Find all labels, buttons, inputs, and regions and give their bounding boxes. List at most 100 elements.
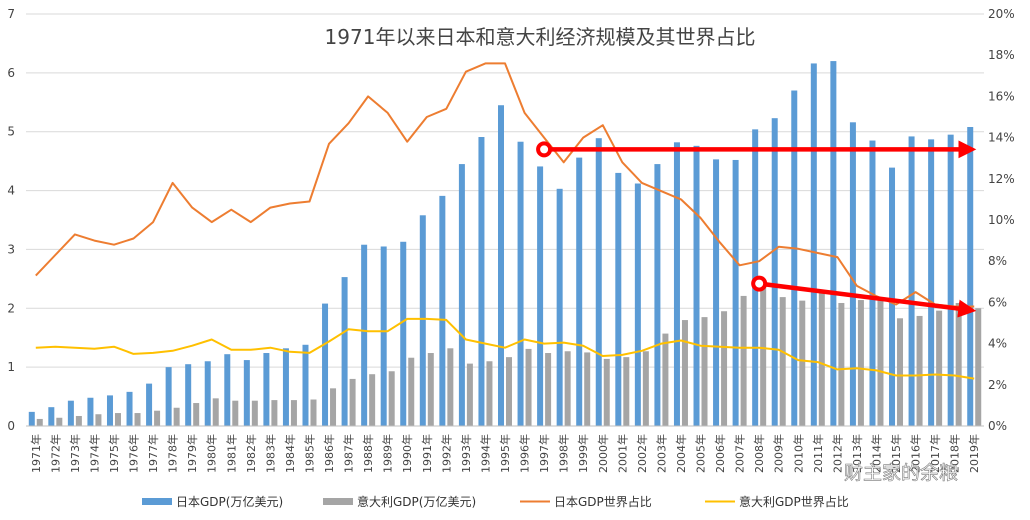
bar <box>271 400 278 426</box>
bar <box>263 353 270 426</box>
y-right-tick-label: 16% <box>988 89 1015 103</box>
bar <box>713 159 720 426</box>
bar <box>341 277 348 426</box>
bar <box>595 138 602 426</box>
bar <box>28 411 35 426</box>
x-tick-label: 1979年 <box>185 434 199 473</box>
x-tick-label: 2017年 <box>928 434 942 473</box>
x-tick-label: 2016年 <box>909 434 923 473</box>
bar <box>654 164 661 427</box>
chart-title: 1971年以来日本和意大利经济规模及其世界占比 <box>325 25 756 49</box>
x-tick-label: 1981年 <box>224 434 238 473</box>
y-left-tick-label: 0 <box>7 419 15 433</box>
x-tick-label: 2014年 <box>869 434 883 473</box>
bar <box>838 302 845 426</box>
x-tick-label: 1978年 <box>166 434 180 473</box>
x-tick-label: 1995年 <box>498 434 512 473</box>
bar <box>584 352 591 426</box>
y-right-tick-label: 6% <box>988 295 1007 309</box>
x-tick-label: 1987年 <box>342 434 356 473</box>
bar <box>36 418 43 426</box>
bar <box>486 361 493 426</box>
y-right-tick-label: 8% <box>988 254 1007 268</box>
bar <box>349 378 356 426</box>
bar <box>779 297 786 426</box>
bar <box>361 244 368 426</box>
series-line <box>35 62 975 308</box>
legend: 日本GDP(万亿美元) 意大利GDP(万亿美元) 日本GDP世界占比 意大利GDP世界… <box>142 494 849 509</box>
bar <box>400 241 407 426</box>
x-tick-label: 1971年 <box>29 434 43 473</box>
bar <box>369 374 376 426</box>
bar <box>615 172 622 426</box>
bar <box>302 344 309 426</box>
x-tick-label: 2010年 <box>791 434 805 473</box>
bar <box>95 414 102 426</box>
bar <box>810 63 817 426</box>
x-tick-label: 2001年 <box>615 434 629 473</box>
x-tick-label: 1982年 <box>244 434 258 473</box>
bar <box>87 397 94 426</box>
x-tick-label: 1975年 <box>107 434 121 473</box>
bar <box>154 410 161 426</box>
bar <box>282 348 289 426</box>
bar <box>506 357 512 426</box>
legend-swatch <box>323 498 353 505</box>
x-tick-label: 1998年 <box>557 434 571 473</box>
bar <box>173 407 180 426</box>
legend-label: 日本GDP世界占比 <box>554 494 652 509</box>
x-tick-label: 1977年 <box>146 434 160 473</box>
x-tick-label: 1990年 <box>400 434 414 473</box>
bar <box>556 188 563 426</box>
bar <box>740 295 747 426</box>
bar <box>498 105 504 426</box>
x-tick-label: 2003年 <box>654 434 668 473</box>
x-axis: 1971年 1972年 1973年 1974年 1975年 1976年 1977年 1978年… <box>26 425 984 473</box>
x-tick-label: 2006年 <box>713 434 727 473</box>
bar <box>165 367 172 426</box>
bar <box>537 166 544 426</box>
x-tick-label: 2013年 <box>850 434 864 473</box>
bar <box>857 300 864 426</box>
bar <box>869 140 876 427</box>
x-tick-label: 1972年 <box>48 434 62 473</box>
x-tick-label: 1985年 <box>302 434 316 473</box>
y-right-tick-label: 2% <box>988 378 1007 392</box>
bar <box>791 90 798 426</box>
x-tick-label: 1992年 <box>439 434 453 473</box>
x-tick-label: 1974年 <box>87 434 101 473</box>
y-right-tick-label: 20% <box>988 7 1015 21</box>
bar <box>439 195 446 426</box>
bar <box>681 320 688 426</box>
bar <box>760 285 767 426</box>
bar <box>322 303 329 426</box>
bar <box>732 159 739 427</box>
bar <box>603 358 610 426</box>
y-axis-right: 0% 2% 4% 6% 8% 10% 12% 14% 16% 18% 20% <box>988 7 1015 433</box>
bar <box>310 399 317 426</box>
bar <box>576 157 583 426</box>
x-tick-label: 1980年 <box>205 434 219 473</box>
bar <box>243 360 250 426</box>
x-tick-label: 1996年 <box>518 434 532 473</box>
bar <box>447 348 454 426</box>
bar <box>517 141 524 426</box>
x-tick-label: 2012年 <box>830 434 844 473</box>
bar <box>634 183 641 426</box>
bar <box>916 315 923 426</box>
bar <box>408 357 415 426</box>
x-tick-label: 1991年 <box>420 434 434 473</box>
watermark: 财主家的余粮 <box>844 462 958 484</box>
bar <box>224 354 231 426</box>
y-right-tick-label: 10% <box>988 213 1015 227</box>
bar <box>67 400 74 426</box>
annotation-circle-marker <box>536 141 553 158</box>
bar <box>908 136 915 426</box>
y-right-tick-label: 18% <box>988 48 1015 62</box>
x-tick-label: 1989年 <box>381 434 395 473</box>
bar <box>955 302 962 426</box>
bar <box>204 361 211 426</box>
y-left-tick-label: 5 <box>7 125 15 139</box>
bar <box>185 364 192 426</box>
